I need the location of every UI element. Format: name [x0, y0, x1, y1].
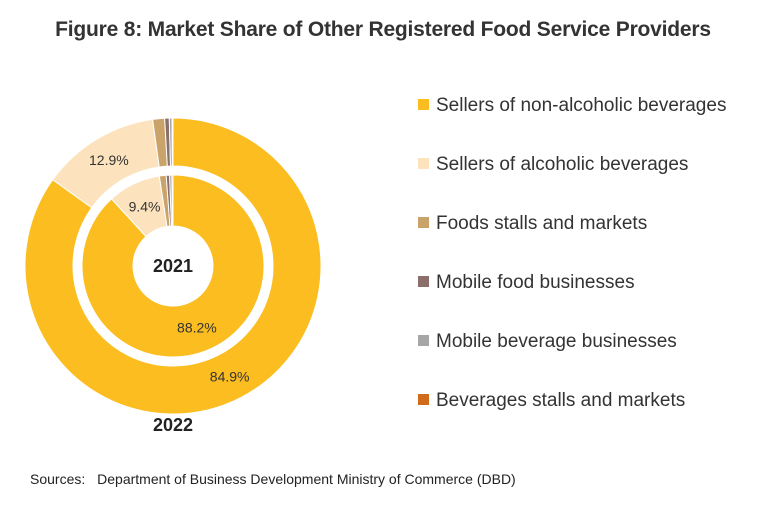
legend-swatch	[418, 217, 429, 228]
series-label-outer: 2022	[153, 415, 193, 435]
data-label-2021-sellers-of-non-alcoholic-beverages: 88.2%	[177, 320, 217, 336]
legend-item-mobile-food-businesses: Mobile food businesses	[418, 271, 635, 295]
source-label: Sources:	[30, 471, 86, 487]
legend-label: Mobile food businesses	[436, 272, 635, 293]
source-note: Sources: Department of Business Developm…	[30, 471, 516, 487]
legend-item-beverages-stalls-and-markets: Beverages stalls and markets	[418, 389, 685, 413]
chart-title: Figure 8: Market Share of Other Register…	[55, 18, 711, 41]
legend-swatch	[418, 335, 429, 346]
data-label-2022-sellers-of-alcoholic-beverages: 12.9%	[89, 152, 129, 168]
legend-swatch	[418, 276, 429, 287]
legend-item-sellers-of-non-alcoholic-beverages: Sellers of non-alcoholic beverages	[418, 94, 726, 118]
legend-item-mobile-beverage-businesses: Mobile beverage businesses	[418, 330, 677, 354]
ring-separator	[75, 168, 271, 364]
legend-item-foods-stalls-and-markets: Foods stalls and markets	[418, 212, 647, 236]
legend-label: Foods stalls and markets	[436, 213, 648, 234]
data-label-2021-sellers-of-alcoholic-beverages: 9.4%	[129, 198, 161, 214]
source-text: Department of Business Development Minis…	[97, 471, 516, 487]
nested-donut-chart: 88.2% 9.4% 84.9% 12.9% 2021 2022	[24, 117, 322, 435]
series-label-inner: 2021	[153, 256, 193, 276]
slice-2022-beverages-stalls-and-markets	[171, 117, 174, 167]
legend-swatch	[418, 158, 429, 169]
slice-2022-sellers-of-non-alcoholic-beverages	[24, 117, 322, 415]
legend-label: Mobile beverage businesses	[436, 331, 677, 352]
legend-swatch	[418, 99, 429, 110]
legend-label: Beverages stalls and markets	[436, 390, 686, 411]
legend-swatch	[418, 394, 429, 405]
data-label-2022-sellers-of-non-alcoholic-beverages: 84.9%	[210, 368, 250, 384]
legend-item-sellers-of-alcoholic-beverages: Sellers of alcoholic beverages	[418, 153, 688, 177]
slice-2021-sellers-of-non-alcoholic-beverages	[81, 174, 265, 358]
slice-2021-beverages-stalls-and-markets	[171, 174, 174, 227]
legend-label: Sellers of non-alcoholic beverages	[436, 95, 727, 116]
legend-label: Sellers of alcoholic beverages	[436, 154, 689, 175]
